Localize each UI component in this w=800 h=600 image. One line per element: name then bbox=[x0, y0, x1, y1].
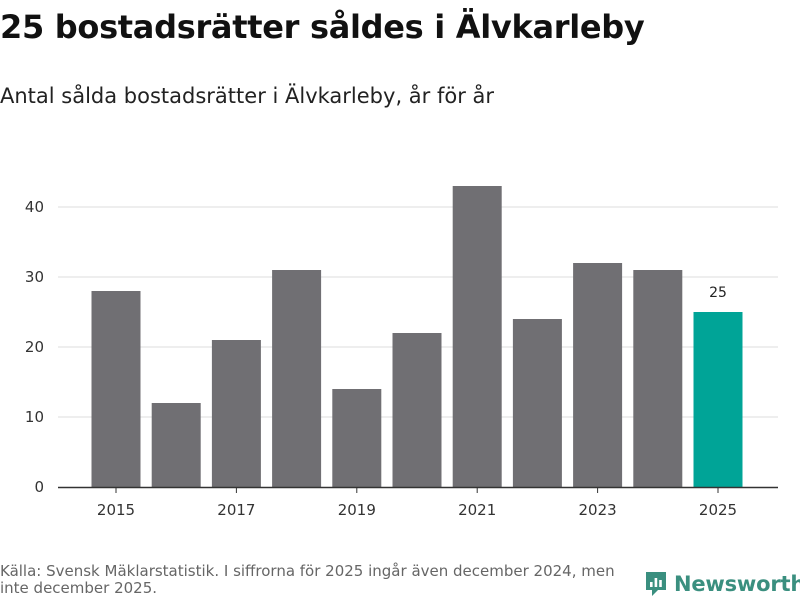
chart-subtitle: Antal sålda bostadsrätter i Älvkarleby, … bbox=[0, 84, 495, 108]
x-tick-label: 2023 bbox=[579, 501, 617, 519]
x-tick-label: 2019 bbox=[338, 501, 376, 519]
bar-2023 bbox=[573, 263, 623, 487]
axes bbox=[58, 486, 778, 493]
y-tick-label: 30 bbox=[25, 268, 44, 286]
newsworthy-logo[interactable]: Newsworthy bbox=[644, 570, 800, 598]
bar-chart: 0 10 20 30 40 2015 2017 2019 2021 2023 2025 25 bbox=[25, 186, 778, 519]
bar-2022 bbox=[512, 319, 562, 487]
bar-2025 bbox=[693, 312, 743, 487]
y-tick-label: 0 bbox=[34, 478, 44, 496]
x-tick-label: 2025 bbox=[699, 501, 737, 519]
y-tick-label: 40 bbox=[25, 198, 44, 216]
source-note: Källa: Svensk Mäklarstatistik. I siffror… bbox=[0, 562, 615, 597]
x-tick-label: 2021 bbox=[458, 501, 496, 519]
y-tick-label: 20 bbox=[25, 338, 44, 356]
bar-2017 bbox=[211, 340, 261, 487]
bar-2019 bbox=[332, 389, 382, 487]
bar-2020 bbox=[392, 333, 442, 487]
bar-2016 bbox=[151, 403, 201, 487]
bar-2015 bbox=[91, 291, 141, 487]
bar-2021 bbox=[452, 186, 502, 487]
y-tick-label: 10 bbox=[25, 408, 44, 426]
x-tick-label: 2017 bbox=[217, 501, 255, 519]
page-title: 25 bostadsrätter såldes i Älvkarleby bbox=[0, 8, 645, 46]
labels: 0 10 20 30 40 2015 2017 2019 2021 2023 2025 25 bbox=[25, 198, 737, 519]
bar-2024 bbox=[633, 270, 683, 487]
bar-2018 bbox=[272, 270, 322, 487]
x-tick-label: 2015 bbox=[97, 501, 135, 519]
newsworthy-logo-icon bbox=[646, 572, 666, 596]
bars bbox=[91, 186, 743, 487]
brand-name: Newsworthy bbox=[674, 572, 800, 596]
data-label: 25 bbox=[709, 285, 727, 301]
